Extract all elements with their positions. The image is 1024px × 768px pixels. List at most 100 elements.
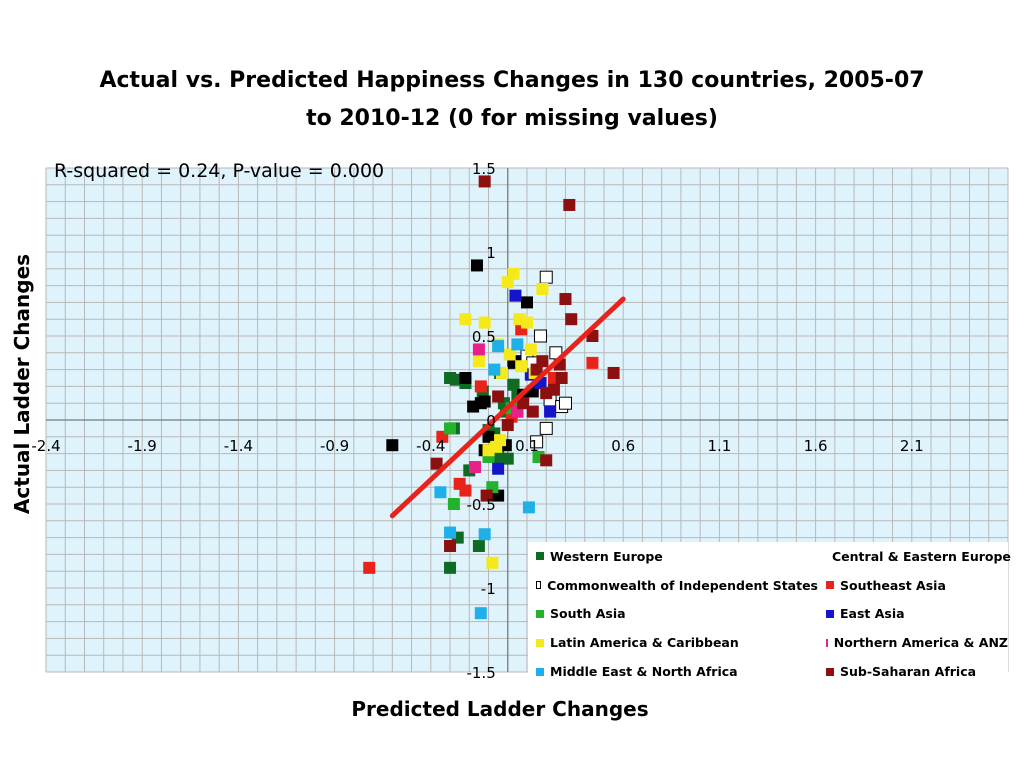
data-point-sub-saharan-africa <box>480 489 493 502</box>
legend-item: Middle East & North Africa <box>528 657 818 686</box>
legend-swatch <box>826 609 834 618</box>
data-point-latin-america-caribbean <box>515 360 528 373</box>
data-point-south-asia <box>447 498 460 510</box>
legend-label: East Asia <box>840 606 905 622</box>
data-point-southeast-asia <box>459 484 472 497</box>
data-point-latin-america-caribbean <box>536 282 549 295</box>
data-point-latin-america-caribbean <box>507 267 520 280</box>
data-point-middle-east-north-africa <box>434 486 447 499</box>
legend-label: Sub-Saharan Africa <box>840 664 977 680</box>
data-point-sub-saharan-africa <box>430 457 443 470</box>
data-point-commonwealth-of-independent-states <box>530 435 544 449</box>
legend-label: Central & Eastern Europe <box>832 548 1011 564</box>
data-point-southeast-asia <box>586 356 599 369</box>
legend-item: Southeast Asia <box>818 571 1008 600</box>
data-point-sub-saharan-africa <box>492 390 505 403</box>
data-point-central-eastern-europe <box>459 372 472 384</box>
data-point-sub-saharan-africa <box>517 397 530 410</box>
legend-label: Southeast Asia <box>840 577 946 593</box>
legend-swatch <box>826 667 834 676</box>
x-tick-label: -1.9 <box>128 437 157 455</box>
legend-item: Central & Eastern Europe <box>818 542 1011 571</box>
data-point-sub-saharan-africa <box>444 540 457 552</box>
data-point-sub-saharan-africa <box>555 372 568 384</box>
legend-item: South Asia <box>528 600 818 629</box>
legend-item: Western Europe <box>528 542 818 571</box>
data-point-southeast-asia <box>363 561 376 574</box>
legend-swatch <box>536 581 542 590</box>
data-point-sub-saharan-africa <box>530 363 543 376</box>
chart-legend: Western Europe Central & Eastern Europe Co… <box>528 542 1011 686</box>
data-point-latin-america-caribbean <box>521 316 533 329</box>
legend-item: Northern America & ANZ <box>818 628 1008 657</box>
legend-item: Commonwealth of Independent States <box>528 571 818 600</box>
data-point-sub-saharan-africa <box>478 175 491 188</box>
data-point-commonwealth-of-independent-states <box>539 421 553 435</box>
data-point-sub-saharan-africa <box>607 366 620 379</box>
data-point-central-eastern-europe <box>507 356 520 369</box>
x-tick-label: 0.6 <box>611 437 635 455</box>
x-tick-label: -0.4 <box>416 437 445 455</box>
data-point-latin-america-caribbean <box>524 343 537 356</box>
y-tick-label: -1.5 <box>466 664 495 682</box>
x-tick-label: 0.1 <box>515 437 539 455</box>
data-point-western-europe <box>449 373 462 386</box>
data-point-western-europe <box>507 378 520 391</box>
legend-label: Commonwealth of Independent States <box>547 577 818 593</box>
data-point-latin-america-caribbean <box>472 355 485 368</box>
data-point-east-asia <box>544 405 557 418</box>
data-point-latin-america-caribbean <box>494 434 507 447</box>
data-point-latin-america-caribbean <box>486 556 499 569</box>
data-point-sub-saharan-africa <box>563 198 576 211</box>
legend-swatch <box>826 581 834 590</box>
data-point-southeast-asia <box>474 380 487 393</box>
data-point-middle-east-north-africa <box>488 363 501 376</box>
y-tick-label: -1 <box>481 580 496 598</box>
chart-title-line-1: Actual vs. Predicted Happiness Changes i… <box>99 68 925 93</box>
data-point-northern-america-anz <box>469 461 482 474</box>
data-point-middle-east-north-africa <box>478 528 491 541</box>
legend-swatch <box>536 638 544 647</box>
x-tick-label: 1.1 <box>707 437 731 455</box>
data-point-central-eastern-europe <box>482 430 495 443</box>
legend-label: Latin America & Caribbean <box>550 635 739 651</box>
data-point-central-eastern-europe <box>386 439 399 452</box>
data-point-latin-america-caribbean <box>503 348 516 361</box>
x-tick-label: 2.1 <box>900 437 924 455</box>
legend-label: Northern America & ANZ <box>833 635 1008 651</box>
data-point-central-eastern-europe <box>470 259 483 272</box>
y-tick-label: 0.5 <box>472 328 496 346</box>
legend-item: East Asia <box>818 600 1008 629</box>
y-tick-label: -0.5 <box>466 496 495 514</box>
data-point-east-asia <box>509 289 522 302</box>
x-axis-label: Predicted Ladder Changes <box>351 697 649 721</box>
data-point-western-europe <box>501 452 514 465</box>
chart-title: Actual vs. Predicted Happiness Changes i… <box>0 62 1024 138</box>
data-point-sub-saharan-africa <box>526 405 539 418</box>
legend-item: Latin America & Caribbean <box>528 628 818 657</box>
y-tick-label: 1 <box>486 244 496 262</box>
data-point-latin-america-caribbean <box>459 313 472 326</box>
data-point-east-asia <box>492 462 505 475</box>
legend-swatch <box>536 667 544 676</box>
data-point-commonwealth-of-independent-states <box>539 270 553 284</box>
data-point-middle-east-north-africa <box>522 501 535 514</box>
data-point-south-asia <box>444 422 457 435</box>
data-point-sub-saharan-africa <box>565 313 578 326</box>
legend-item: Sub-Saharan Africa <box>818 657 1008 686</box>
data-point-central-eastern-europe <box>478 395 491 408</box>
y-tick-label: 1.5 <box>472 160 496 178</box>
chart-title-line-2: to 2010-12 (0 for missing values) <box>306 106 718 131</box>
legend-swatch <box>536 609 544 618</box>
data-point-latin-america-caribbean <box>478 316 491 329</box>
data-point-latin-america-caribbean <box>482 444 495 457</box>
x-tick-label: -1.4 <box>224 437 253 455</box>
data-point-sub-saharan-africa <box>547 383 560 396</box>
legend-label: Western Europe <box>550 548 663 564</box>
regression-line <box>389 296 626 519</box>
data-point-commonwealth-of-independent-states <box>558 396 572 410</box>
data-point-western-europe <box>492 450 505 463</box>
x-tick-label: -0.9 <box>320 437 349 455</box>
data-point-middle-east-north-africa <box>474 607 487 620</box>
x-tick-label: 1.6 <box>804 437 828 455</box>
